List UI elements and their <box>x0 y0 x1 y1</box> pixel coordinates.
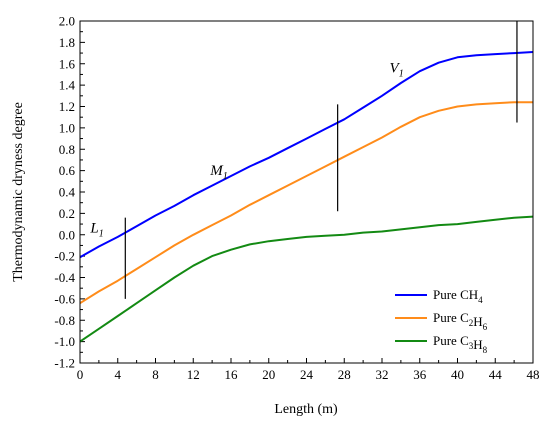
boundary-markers <box>124 21 518 299</box>
legend-label-2: Pure C2H6 <box>433 310 488 332</box>
series-lines <box>79 51 534 343</box>
y-tick-label: -0.2 <box>54 249 75 264</box>
x-tick-label: 0 <box>77 367 84 382</box>
x-tick-label: 44 <box>489 367 503 382</box>
y-tick-label: 1.8 <box>59 35 75 50</box>
y-tick-label: -0.4 <box>54 270 75 285</box>
y-tick-label: 0.2 <box>59 206 75 221</box>
plot-frame <box>79 20 534 364</box>
x-tick-label: 48 <box>527 367 540 382</box>
series-line-1 <box>79 51 534 259</box>
y-tick-label: 0.0 <box>59 227 75 242</box>
x-tick-label: 20 <box>262 367 275 382</box>
y-tick-label: 0.8 <box>59 142 75 157</box>
y-tick-label: 0.4 <box>59 185 76 200</box>
y-tick-label: -1.2 <box>54 356 75 371</box>
annotation-2: M1 <box>209 163 228 182</box>
series-line-2 <box>79 101 533 305</box>
region-annotations: L1 M1 V1 <box>89 60 403 239</box>
y-tick-label: 2.0 <box>59 14 75 29</box>
annotation-1: L1 <box>89 221 103 240</box>
x-tick-label: 8 <box>152 367 159 382</box>
x-tick-label: 12 <box>187 367 200 382</box>
y-tick-label: -0.6 <box>54 291 75 306</box>
series-line-3 <box>79 215 534 343</box>
x-tick-label: 40 <box>451 367 464 382</box>
legend-label-1: Pure CH4 <box>433 287 483 305</box>
y-tick-label: 0.6 <box>59 163 76 178</box>
x-axis-title: Length (m) <box>274 402 338 417</box>
x-tick-label: 36 <box>413 367 427 382</box>
axis-ticks: 0 4 8 12 16 20 24 28 32 36 40 44 48-1.2-1.0-0.8-0.6-… <box>54 14 539 383</box>
legend-label-3: Pure C3H8 <box>433 333 488 355</box>
x-tick-label: 24 <box>300 367 314 382</box>
x-tick-label: 4 <box>115 367 122 382</box>
annotation-3: V1 <box>390 60 404 79</box>
y-tick-label: -0.8 <box>54 313 75 328</box>
y-tick-label: 1.6 <box>59 56 76 71</box>
y-axis-title: Thermodynamic dryness degree <box>11 102 26 282</box>
y-tick-label: 1.0 <box>59 120 75 135</box>
y-tick-label: 1.2 <box>59 99 75 114</box>
x-tick-label: 32 <box>376 367 389 382</box>
y-tick-label: 1.4 <box>59 78 76 93</box>
y-tick-label: -1.0 <box>54 334 75 349</box>
x-tick-label: 16 <box>225 367 239 382</box>
x-tick-label: 28 <box>338 367 351 382</box>
